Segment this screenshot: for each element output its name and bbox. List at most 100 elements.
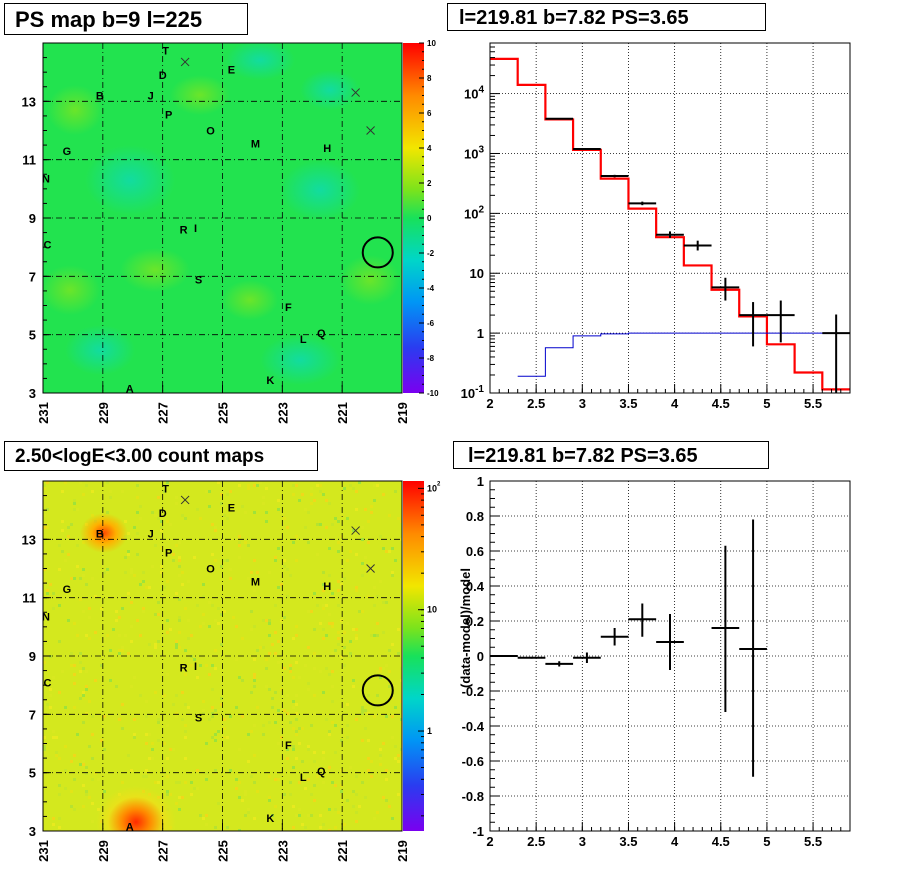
- count-pixel: [274, 691, 277, 694]
- count-pixel: [64, 481, 67, 484]
- count-pixel: [340, 784, 343, 787]
- x-tick-label: 227: [156, 840, 171, 862]
- count-pixel: [292, 727, 295, 730]
- count-pixel: [181, 571, 184, 574]
- count-pixel: [43, 487, 46, 490]
- data-point: [822, 314, 850, 393]
- count-pixel: [76, 508, 79, 511]
- x-tick-label: 3: [579, 834, 586, 849]
- source-label: D: [159, 508, 167, 520]
- count-pixel: [337, 631, 340, 634]
- count-pixel: [280, 688, 283, 691]
- count-pixel: [79, 763, 82, 766]
- count-pixel: [274, 556, 277, 559]
- count-pixel: [256, 706, 259, 709]
- count-pixel: [61, 520, 64, 523]
- count-pixel: [301, 760, 304, 763]
- count-pixel: [295, 712, 298, 715]
- count-pixel: [58, 757, 61, 760]
- count-pixel: [85, 583, 88, 586]
- count-pixel: [286, 568, 289, 571]
- y-tick-label: 0.6: [466, 544, 484, 559]
- count-pixel: [70, 760, 73, 763]
- source-label: P: [165, 109, 172, 121]
- count-pixel: [82, 784, 85, 787]
- count-pixel: [46, 508, 49, 511]
- count-pixel: [166, 619, 169, 622]
- count-pixel: [268, 571, 271, 574]
- count-pixel: [136, 619, 139, 622]
- count-pixel: [331, 625, 334, 628]
- count-pixel: [355, 793, 358, 796]
- count-pixel: [127, 754, 130, 757]
- count-pixel: [148, 733, 151, 736]
- count-pixel: [49, 694, 52, 697]
- count-pixel: [274, 652, 277, 655]
- count-pixel: [82, 760, 85, 763]
- count-pixel: [319, 826, 322, 829]
- count-pixel: [295, 718, 298, 721]
- count-pixel: [136, 553, 139, 556]
- count-pixel: [283, 559, 286, 562]
- count-pixel: [79, 481, 82, 484]
- count-pixel: [268, 688, 271, 691]
- count-pixel: [331, 670, 334, 673]
- count-pixel: [142, 607, 145, 610]
- count-pixel: [52, 736, 55, 739]
- count-pixel: [319, 670, 322, 673]
- count-pixel: [73, 664, 76, 667]
- count-pixel: [115, 619, 118, 622]
- count-pixel: [82, 574, 85, 577]
- count-pixel: [346, 559, 349, 562]
- count-pixel: [346, 703, 349, 706]
- count-pixel: [328, 808, 331, 811]
- y-tick-label: 0.2: [466, 614, 484, 629]
- count-pixel: [334, 808, 337, 811]
- count-pixel: [325, 583, 328, 586]
- y-tick-label: 0: [477, 649, 484, 664]
- count-pixel: [265, 520, 268, 523]
- count-pixel: [364, 709, 367, 712]
- count-pixel: [337, 637, 340, 640]
- count-pixel: [349, 766, 352, 769]
- count-pixel: [265, 511, 268, 514]
- count-pixel: [160, 571, 163, 574]
- residual-point: [739, 519, 767, 777]
- count-pixel: [85, 712, 88, 715]
- count-pixel: [43, 484, 46, 487]
- count-pixel: [334, 751, 337, 754]
- count-pixel: [82, 568, 85, 571]
- count-pixel: [277, 586, 280, 589]
- count-pixel: [340, 757, 343, 760]
- count-pixel: [214, 559, 217, 562]
- count-pixel: [52, 607, 55, 610]
- count-pixel: [136, 532, 139, 535]
- count-pixel: [205, 823, 208, 826]
- count-pixel: [340, 799, 343, 802]
- count-pixel: [253, 658, 256, 661]
- count-pixel: [334, 784, 337, 787]
- count-pixel: [157, 517, 160, 520]
- count-pixel: [295, 694, 298, 697]
- count-pixel: [220, 613, 223, 616]
- count-pixel: [103, 715, 106, 718]
- count-pixel: [211, 712, 214, 715]
- count-pixel: [145, 700, 148, 703]
- count-pixel: [130, 640, 133, 643]
- count-pixel: [268, 799, 271, 802]
- count-pixel: [235, 625, 238, 628]
- count-pixel: [244, 541, 247, 544]
- count-pixel: [400, 718, 402, 721]
- count-pixel: [79, 577, 82, 580]
- count-pixel: [127, 592, 130, 595]
- count-pixel: [391, 715, 394, 718]
- count-pixel: [328, 673, 331, 676]
- count-pixel: [229, 769, 232, 772]
- count-pixel: [43, 526, 46, 529]
- count-pixel: [61, 490, 64, 493]
- count-pixel: [175, 592, 178, 595]
- count-pixel: [265, 658, 268, 661]
- count-pixel: [124, 634, 127, 637]
- y-tick-label: 104: [464, 85, 484, 102]
- count-pixel: [121, 646, 124, 649]
